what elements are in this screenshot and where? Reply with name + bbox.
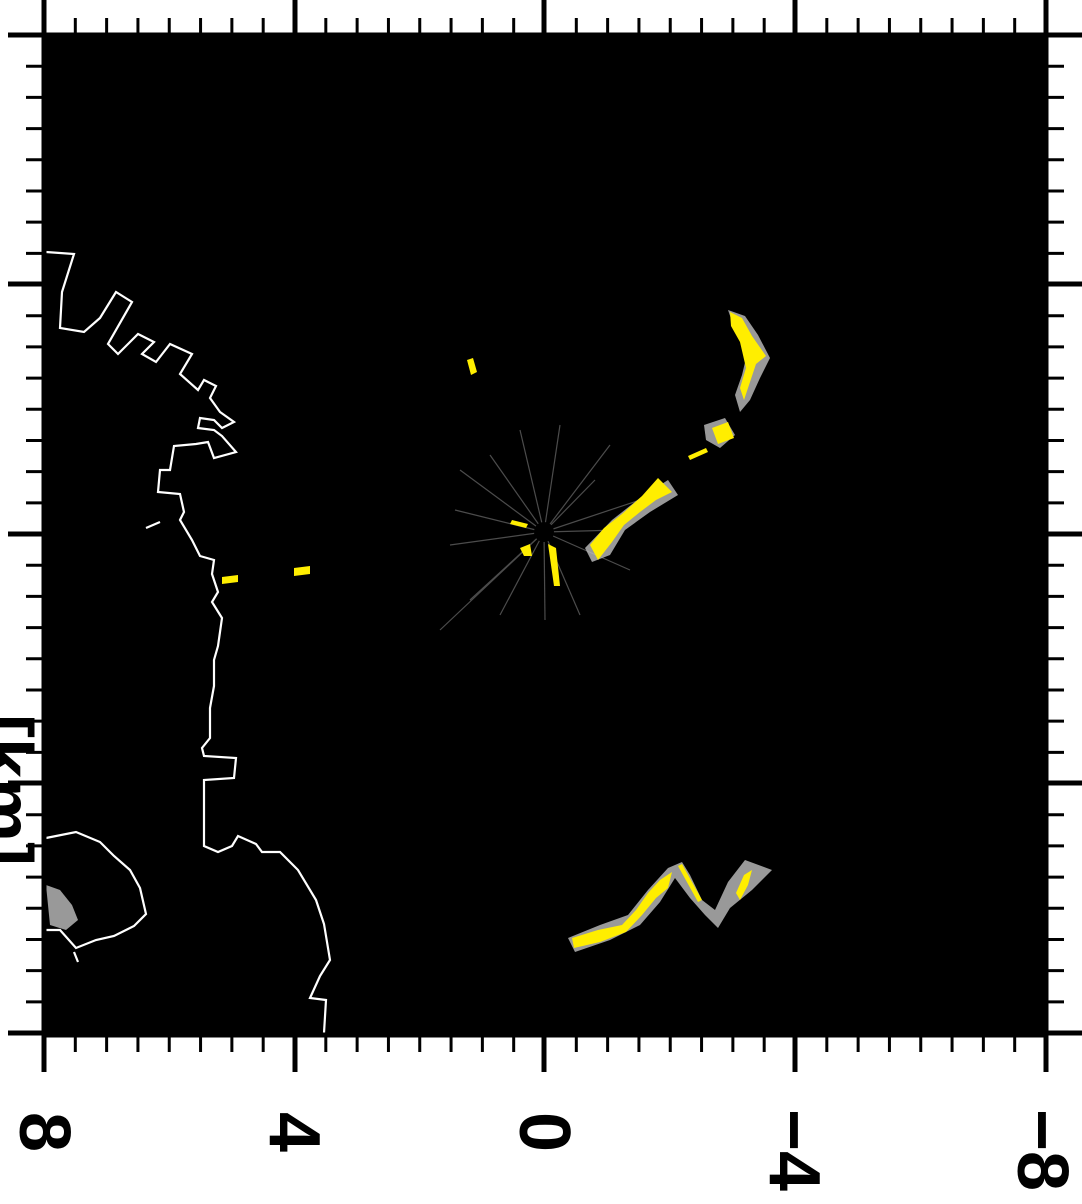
minor-ticks <box>26 18 1064 1052</box>
echo-cell-northeast-band <box>730 312 766 400</box>
echo-cell-east-main <box>590 478 672 560</box>
x-tick-label-minus-8: −8 <box>1002 1109 1082 1191</box>
echo-cell-west-2 <box>294 566 310 576</box>
echo-cell-diagonal <box>678 864 702 902</box>
x-tick-label-0: 0 <box>504 1112 584 1152</box>
echo-cell-southeast <box>736 870 752 900</box>
radar-site-marker <box>534 522 554 542</box>
echo-cell-near-site-2 <box>548 544 560 586</box>
echo-cell-south-band <box>572 872 672 948</box>
echo-cell-east-small <box>712 422 734 444</box>
y-axis-label: [km] <box>0 714 46 866</box>
y-axis-ticks <box>8 32 1082 1036</box>
x-tick-label-4: 4 <box>254 1112 334 1152</box>
echo-cells <box>222 312 766 948</box>
echo-cell-east-streak <box>688 448 708 460</box>
x-tick-label-8: 8 <box>4 1112 84 1152</box>
coastline <box>45 250 332 1034</box>
echo-cell-west-1 <box>467 358 477 375</box>
echo-cell-west-3 <box>222 575 238 584</box>
echo-cell-near-site-3 <box>510 520 528 528</box>
x-axis-ticks <box>41 0 1049 1072</box>
x-tick-label-minus-4: −4 <box>754 1109 834 1191</box>
echo-cell-near-site-1 <box>520 544 532 556</box>
